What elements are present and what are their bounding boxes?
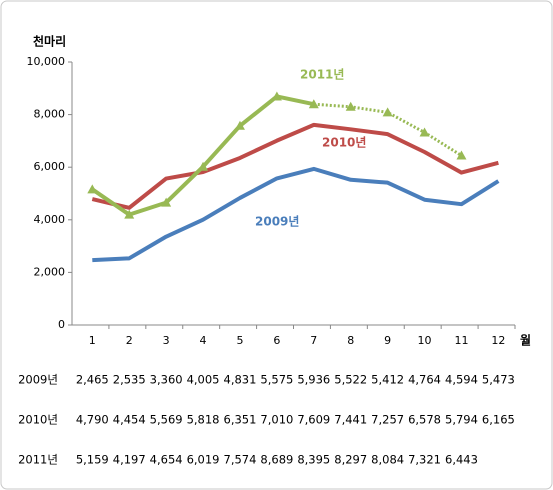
x-tick-label: 12 — [491, 334, 505, 347]
table-cell: 6,578 — [408, 413, 441, 427]
x-tick-label: 7 — [310, 334, 317, 347]
table-cell: 4,594 — [445, 373, 478, 387]
table-cell: 6,165 — [482, 413, 515, 427]
table-cell: 4,454 — [113, 413, 146, 427]
series-label: 2011년 — [300, 68, 344, 82]
x-tick-label: 2 — [126, 334, 133, 347]
marker — [161, 197, 172, 207]
marker — [308, 99, 319, 109]
x-tick-label: 1 — [89, 334, 96, 347]
series-line — [91, 122, 499, 210]
marker — [419, 127, 430, 137]
y-axis-label: 천마리 — [33, 34, 66, 49]
table-cell: 5,159 — [76, 453, 109, 467]
table-cell: 5,412 — [371, 373, 404, 387]
table-cell: 5,794 — [445, 413, 478, 427]
y-tick-label: 10,000 — [27, 55, 66, 68]
table-cell: 7,321 — [408, 453, 441, 467]
table-cell: 4,831 — [224, 373, 257, 387]
x-tick-label: 9 — [384, 334, 391, 347]
table-cell: 5,936 — [297, 373, 330, 387]
marker — [382, 107, 393, 117]
marker — [198, 161, 209, 171]
table-cell: 3,360 — [150, 373, 183, 387]
series-label: 2010년 — [322, 136, 366, 150]
x-axis-unit: 월 — [520, 333, 531, 348]
x-tick-label: 11 — [454, 334, 468, 347]
table-cell: 4,764 — [408, 373, 441, 387]
table-cell: 5,569 — [150, 413, 183, 427]
table-cell: 6,443 — [445, 453, 478, 467]
table-row-label: 2009년 — [18, 373, 58, 387]
marker — [87, 184, 98, 194]
marker — [456, 150, 467, 160]
table-cell: 2,535 — [113, 373, 146, 387]
table-cell: 8,395 — [297, 453, 330, 467]
table-cell: 4,197 — [113, 453, 146, 467]
table-cell: 8,084 — [371, 453, 404, 467]
series-label: 2009년 — [255, 215, 299, 229]
table-cell: 6,351 — [224, 413, 257, 427]
y-tick-label: 6,000 — [34, 160, 66, 173]
table-cell: 7,441 — [334, 413, 367, 427]
table-cell: 4,005 — [187, 373, 220, 387]
table-cell: 7,010 — [260, 413, 293, 427]
y-tick-label: 4,000 — [34, 213, 66, 226]
series-line-dotted — [313, 102, 463, 157]
table-cell: 5,818 — [187, 413, 220, 427]
series-line — [92, 166, 500, 263]
table-cell: 8,297 — [334, 453, 367, 467]
marker — [345, 101, 356, 111]
table-cell: 7,609 — [297, 413, 330, 427]
table-cell: 5,575 — [260, 373, 293, 387]
table-cell: 7,574 — [224, 453, 257, 467]
table-row-label: 2011년 — [18, 453, 58, 467]
table-cell: 7,257 — [371, 413, 404, 427]
x-tick-label: 5 — [236, 334, 243, 347]
y-tick-label: 2,000 — [34, 265, 66, 278]
marker — [271, 91, 282, 101]
x-tick-label: 3 — [163, 334, 170, 347]
marker — [124, 209, 135, 219]
x-tick-label: 4 — [200, 334, 207, 347]
table-cell: 5,473 — [482, 373, 515, 387]
table-cell: 2,465 — [76, 373, 109, 387]
table-cell: 4,654 — [150, 453, 183, 467]
x-tick-label: 6 — [273, 334, 280, 347]
table-cell: 6,019 — [187, 453, 220, 467]
y-tick-label: 0 — [58, 318, 65, 331]
table-cell: 8,689 — [260, 453, 293, 467]
x-tick-label: 8 — [347, 334, 354, 347]
table-cell: 5,522 — [334, 373, 367, 387]
table-row-label: 2010년 — [18, 413, 58, 427]
y-tick-label: 8,000 — [34, 108, 66, 121]
table-cell: 4,790 — [76, 413, 109, 427]
marker — [234, 120, 245, 130]
x-tick-label: 10 — [418, 334, 432, 347]
